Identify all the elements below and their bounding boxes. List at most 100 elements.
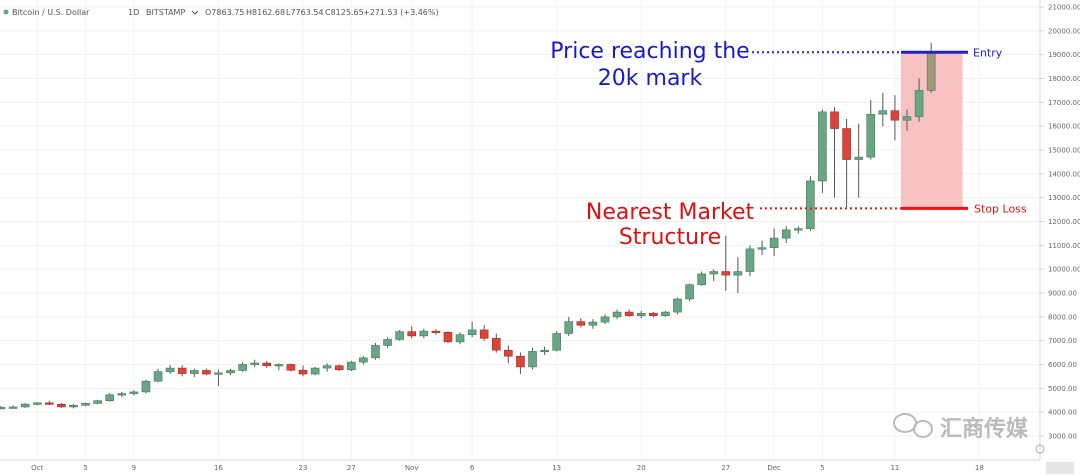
candle-body [93,400,102,404]
legend-change: +271.53 (+3.46%) [363,8,439,17]
chevron-down-icon[interactable] [191,10,199,15]
candle-body [262,362,272,366]
price-tick-label: 7000.00 [1048,337,1077,345]
candle-body [649,312,658,316]
candle-body [781,229,791,239]
annotation-price-line1: Price reaching the [550,39,749,64]
candle-body [926,51,936,91]
candle-body [274,364,284,367]
watermark-text: 汇商传媒 [940,416,1029,442]
candle-body [153,371,163,382]
candle-body [866,113,876,158]
legend-exchange: BITSTAMP [146,8,185,17]
candle-body [57,404,66,408]
candle-body [757,247,767,250]
candle-body [141,380,151,393]
candle-body [419,330,429,337]
candle-body [491,337,501,351]
legend-high: H8162.68 [246,8,285,17]
candle-body [612,311,622,318]
candle-body [69,404,78,408]
price-tick-label: 21000.00 [1048,4,1080,12]
candle-body [878,110,888,115]
price-tick-label: 12000.00 [1048,218,1080,226]
candle-body [576,321,586,326]
candle-body [516,355,525,368]
candle-body [842,128,851,160]
candle-body [165,367,175,372]
candle-body [661,311,670,316]
time-tick-label: 5 [83,464,87,472]
legend-open: O7863.75 [205,8,244,17]
legend-interval: 1D [128,8,139,17]
time-tick-label: 27 [347,464,356,472]
candle-body [830,111,839,129]
candle-body [806,180,815,229]
legend-low: L7763.54 [286,8,324,17]
candle-body [298,369,308,375]
time-tick-label: 11 [890,464,899,472]
candle-body [745,248,755,272]
price-axis[interactable]: 3000.00 4000.00 5000.00 6000.00 7000.00 8000.… [1040,4,1080,441]
stop-loss-label: Stop Loss [974,202,1027,215]
candle-body [685,284,694,300]
price-tick-label: 5000.00 [1048,385,1077,393]
candle-body [310,367,320,375]
time-axis-scale-button[interactable] [1046,462,1074,474]
price-tick-label: 18000.00 [1048,75,1080,83]
price-tick-label: 16000.00 [1048,123,1080,131]
chart-grid [0,0,1040,460]
candle-body [673,298,682,313]
candle-body [334,365,344,371]
candle-body [769,237,779,249]
time-tick-label: 6 [470,464,475,472]
time-tick-label: 13 [552,464,561,472]
price-tick-label: 9000.00 [1048,290,1077,298]
candle-body [20,403,30,408]
candle-body [721,271,731,276]
legend-symbol: Bitcoin / U.S. Dollar [12,8,90,17]
candle-body [697,273,706,285]
candle-body [504,349,513,357]
candle-body [407,331,417,337]
candle-body [588,321,598,326]
candle-body [431,330,441,333]
price-tick-label: 3000.00 [1048,433,1077,441]
time-tick-label: 9 [132,464,136,472]
candle-body [117,393,127,396]
candle-body [105,394,115,402]
candle-body [890,110,900,121]
candle-body [129,391,139,394]
price-tick-label: 13000.00 [1048,194,1080,202]
price-tick-label: 11000.00 [1048,242,1080,250]
legend-close: C8125.65 [325,8,364,17]
candle-body [467,329,477,336]
time-tick-label: Nov [405,464,419,472]
candle-body [286,364,296,371]
auto-scale-icon[interactable] [1035,444,1045,454]
candle-body [383,339,392,346]
candle-body [202,370,211,375]
time-tick-label: 27 [721,464,730,472]
candle-body [347,361,356,371]
time-tick-label: 23 [299,464,308,472]
candle-body [214,372,223,375]
time-axis[interactable]: Oct 5 9 16 23 27 Nov 6 13 20 27 Dec 5 11 18 [31,464,984,472]
status-dot-icon [3,9,9,15]
candle-body [0,407,6,410]
symbol-legend[interactable]: Bitcoin / U.S. Dollar 1D BITSTAMP O7863.… [3,8,439,17]
time-tick-label: 5 [820,464,824,472]
candle-body [45,402,54,405]
candle-body [8,406,18,409]
time-tick-label: 18 [975,464,984,472]
candle-body [528,351,537,368]
annotation-structure-line1: Nearest Market [586,200,755,225]
price-tick-label: 17000.00 [1048,99,1080,107]
candle-body [902,116,912,121]
candle-body [733,271,743,276]
candle-body [914,90,924,117]
candle-body [189,370,199,374]
candle-body [359,357,368,363]
